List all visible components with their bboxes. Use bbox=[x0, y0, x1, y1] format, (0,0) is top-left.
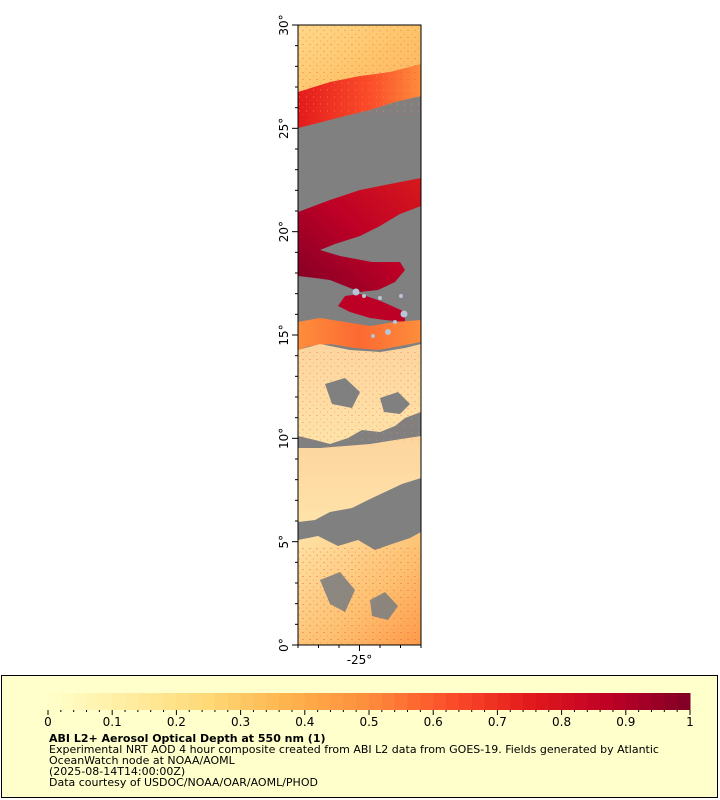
colorbar-cells bbox=[48, 693, 691, 710]
colorbar-cell bbox=[125, 693, 139, 710]
colorbar-cell bbox=[407, 693, 421, 710]
colorbar-cell bbox=[279, 693, 293, 710]
colorbar-cell bbox=[638, 693, 652, 710]
colorbar-cell bbox=[330, 693, 344, 710]
colorbar-cell bbox=[176, 693, 190, 710]
colorbar-cell bbox=[574, 693, 588, 710]
colorbar-cell bbox=[535, 693, 550, 710]
colorbar-cell bbox=[304, 693, 319, 710]
colorbar-cell bbox=[510, 693, 524, 710]
latitude-axis: 0° 5° 10° 15° 20° 25° 30° bbox=[277, 14, 298, 652]
no-data-gap-south bbox=[320, 572, 398, 620]
aod-region-plume bbox=[298, 178, 421, 292]
legend-title: ABI L2+ Aerosol Optical Depth at 550 nm … bbox=[49, 732, 326, 745]
colorbar-cell bbox=[446, 693, 460, 710]
colorbar-cell bbox=[73, 693, 88, 710]
colorbar-cell bbox=[651, 693, 665, 710]
colorbar-cell bbox=[587, 693, 601, 710]
colorbar: 0 0.1 0.2 0.3 0.4 0.5 0.6 0.7 0.8 0.9 1 bbox=[44, 693, 694, 729]
colorbar-cell bbox=[484, 693, 498, 710]
colorbar-cell bbox=[561, 693, 575, 710]
colorbar-cell bbox=[497, 693, 511, 710]
colorbar-cell bbox=[266, 693, 280, 710]
aod-region-15n bbox=[298, 318, 421, 350]
colorbar-cell bbox=[381, 693, 396, 710]
colorbar-tick-label: 0.1 bbox=[103, 715, 122, 729]
colorbar-cell bbox=[48, 693, 62, 710]
colorbar-tick-label: 0.8 bbox=[552, 715, 571, 729]
colorbar-cell bbox=[420, 693, 434, 710]
legend-timestamp: (2025-08-14T14:00:00Z) bbox=[49, 765, 186, 778]
longitude-axis: -25° bbox=[297, 645, 422, 667]
aod-texture-south bbox=[298, 548, 421, 645]
lat-tick-label: 25° bbox=[277, 118, 291, 139]
aod-region-plume-patches bbox=[338, 294, 405, 322]
aod-region-9n bbox=[298, 436, 421, 522]
lat-tick-label: 0° bbox=[277, 638, 291, 652]
lat-tick-label: 5° bbox=[277, 535, 291, 549]
colorbar-cell bbox=[471, 693, 486, 710]
colorbar-tick-label: 0.4 bbox=[295, 715, 314, 729]
aod-texture-north bbox=[298, 25, 421, 115]
colorbar-cell bbox=[86, 693, 100, 710]
colorbar-tick-label: 0 bbox=[44, 715, 52, 729]
colorbar-cell bbox=[240, 693, 254, 710]
no-data-gap-mid bbox=[325, 378, 410, 414]
colorbar-cell bbox=[253, 693, 267, 710]
colorbar-cell bbox=[356, 693, 370, 710]
colorbar-tick-label: 0.7 bbox=[488, 715, 507, 729]
colorbar-cell bbox=[664, 693, 678, 710]
lon-tick-label: -25° bbox=[347, 653, 373, 667]
colorbar-cell bbox=[548, 693, 563, 710]
colorbar-tick-label: 0.9 bbox=[616, 715, 635, 729]
colorbar-cell bbox=[343, 693, 357, 710]
colorbar-tick-label: 0.3 bbox=[231, 715, 250, 729]
colorbar-cell bbox=[317, 693, 331, 710]
colorbar-tick-label: 1 bbox=[686, 715, 694, 729]
legend-credit: Data courtesy of USDOC/NOAA/OAR/AOML/PHO… bbox=[49, 776, 318, 789]
colorbar-cell bbox=[60, 693, 75, 710]
legend-description: Experimental NRT AOD 4 hour composite cr… bbox=[49, 743, 659, 767]
colorbar-cell bbox=[189, 693, 203, 710]
lat-tick-label: 15° bbox=[277, 324, 291, 345]
colorbar-cell bbox=[625, 693, 640, 710]
colorbar-cell bbox=[291, 693, 306, 710]
colorbar-ticks: 0 0.1 0.2 0.3 0.4 0.5 0.6 0.7 0.8 0.9 1 bbox=[44, 710, 694, 729]
colorbar-cell bbox=[600, 693, 614, 710]
colorbar-cell bbox=[394, 693, 409, 710]
colorbar-cell bbox=[163, 693, 177, 710]
colorbar-cell bbox=[202, 693, 216, 710]
colorbar-tick-label: 0.5 bbox=[359, 715, 378, 729]
colorbar-cell bbox=[677, 693, 691, 710]
colorbar-cell bbox=[137, 693, 152, 710]
aod-map: 0° 5° 10° 15° 20° 25° 30° -25° bbox=[277, 14, 422, 667]
colorbar-cell bbox=[99, 693, 113, 710]
colorbar-cell bbox=[369, 693, 383, 710]
colorbar-tick-label: 0.2 bbox=[167, 715, 186, 729]
legend-panel: 0 0.1 0.2 0.3 0.4 0.5 0.6 0.7 0.8 0.9 1 ABI L2+ Ae… bbox=[1, 675, 718, 798]
colorbar-cell bbox=[433, 693, 447, 710]
aod-field bbox=[298, 25, 421, 645]
colorbar-cell bbox=[150, 693, 165, 710]
lat-tick-label: 10° bbox=[277, 428, 291, 449]
lat-tick-label: 30° bbox=[277, 14, 291, 35]
colorbar-tick-label: 0.6 bbox=[424, 715, 443, 729]
colorbar-cell bbox=[458, 693, 473, 710]
colorbar-cell bbox=[612, 693, 627, 710]
cape-verde-islands bbox=[352, 288, 408, 338]
lat-tick-label: 20° bbox=[277, 221, 291, 242]
colorbar-cell bbox=[523, 693, 537, 710]
legend-text: ABI L2+ Aerosol Optical Depth at 550 nm … bbox=[49, 733, 699, 788]
colorbar-cell bbox=[227, 693, 242, 710]
colorbar-cell bbox=[214, 693, 229, 710]
colorbar-cell bbox=[112, 693, 126, 710]
